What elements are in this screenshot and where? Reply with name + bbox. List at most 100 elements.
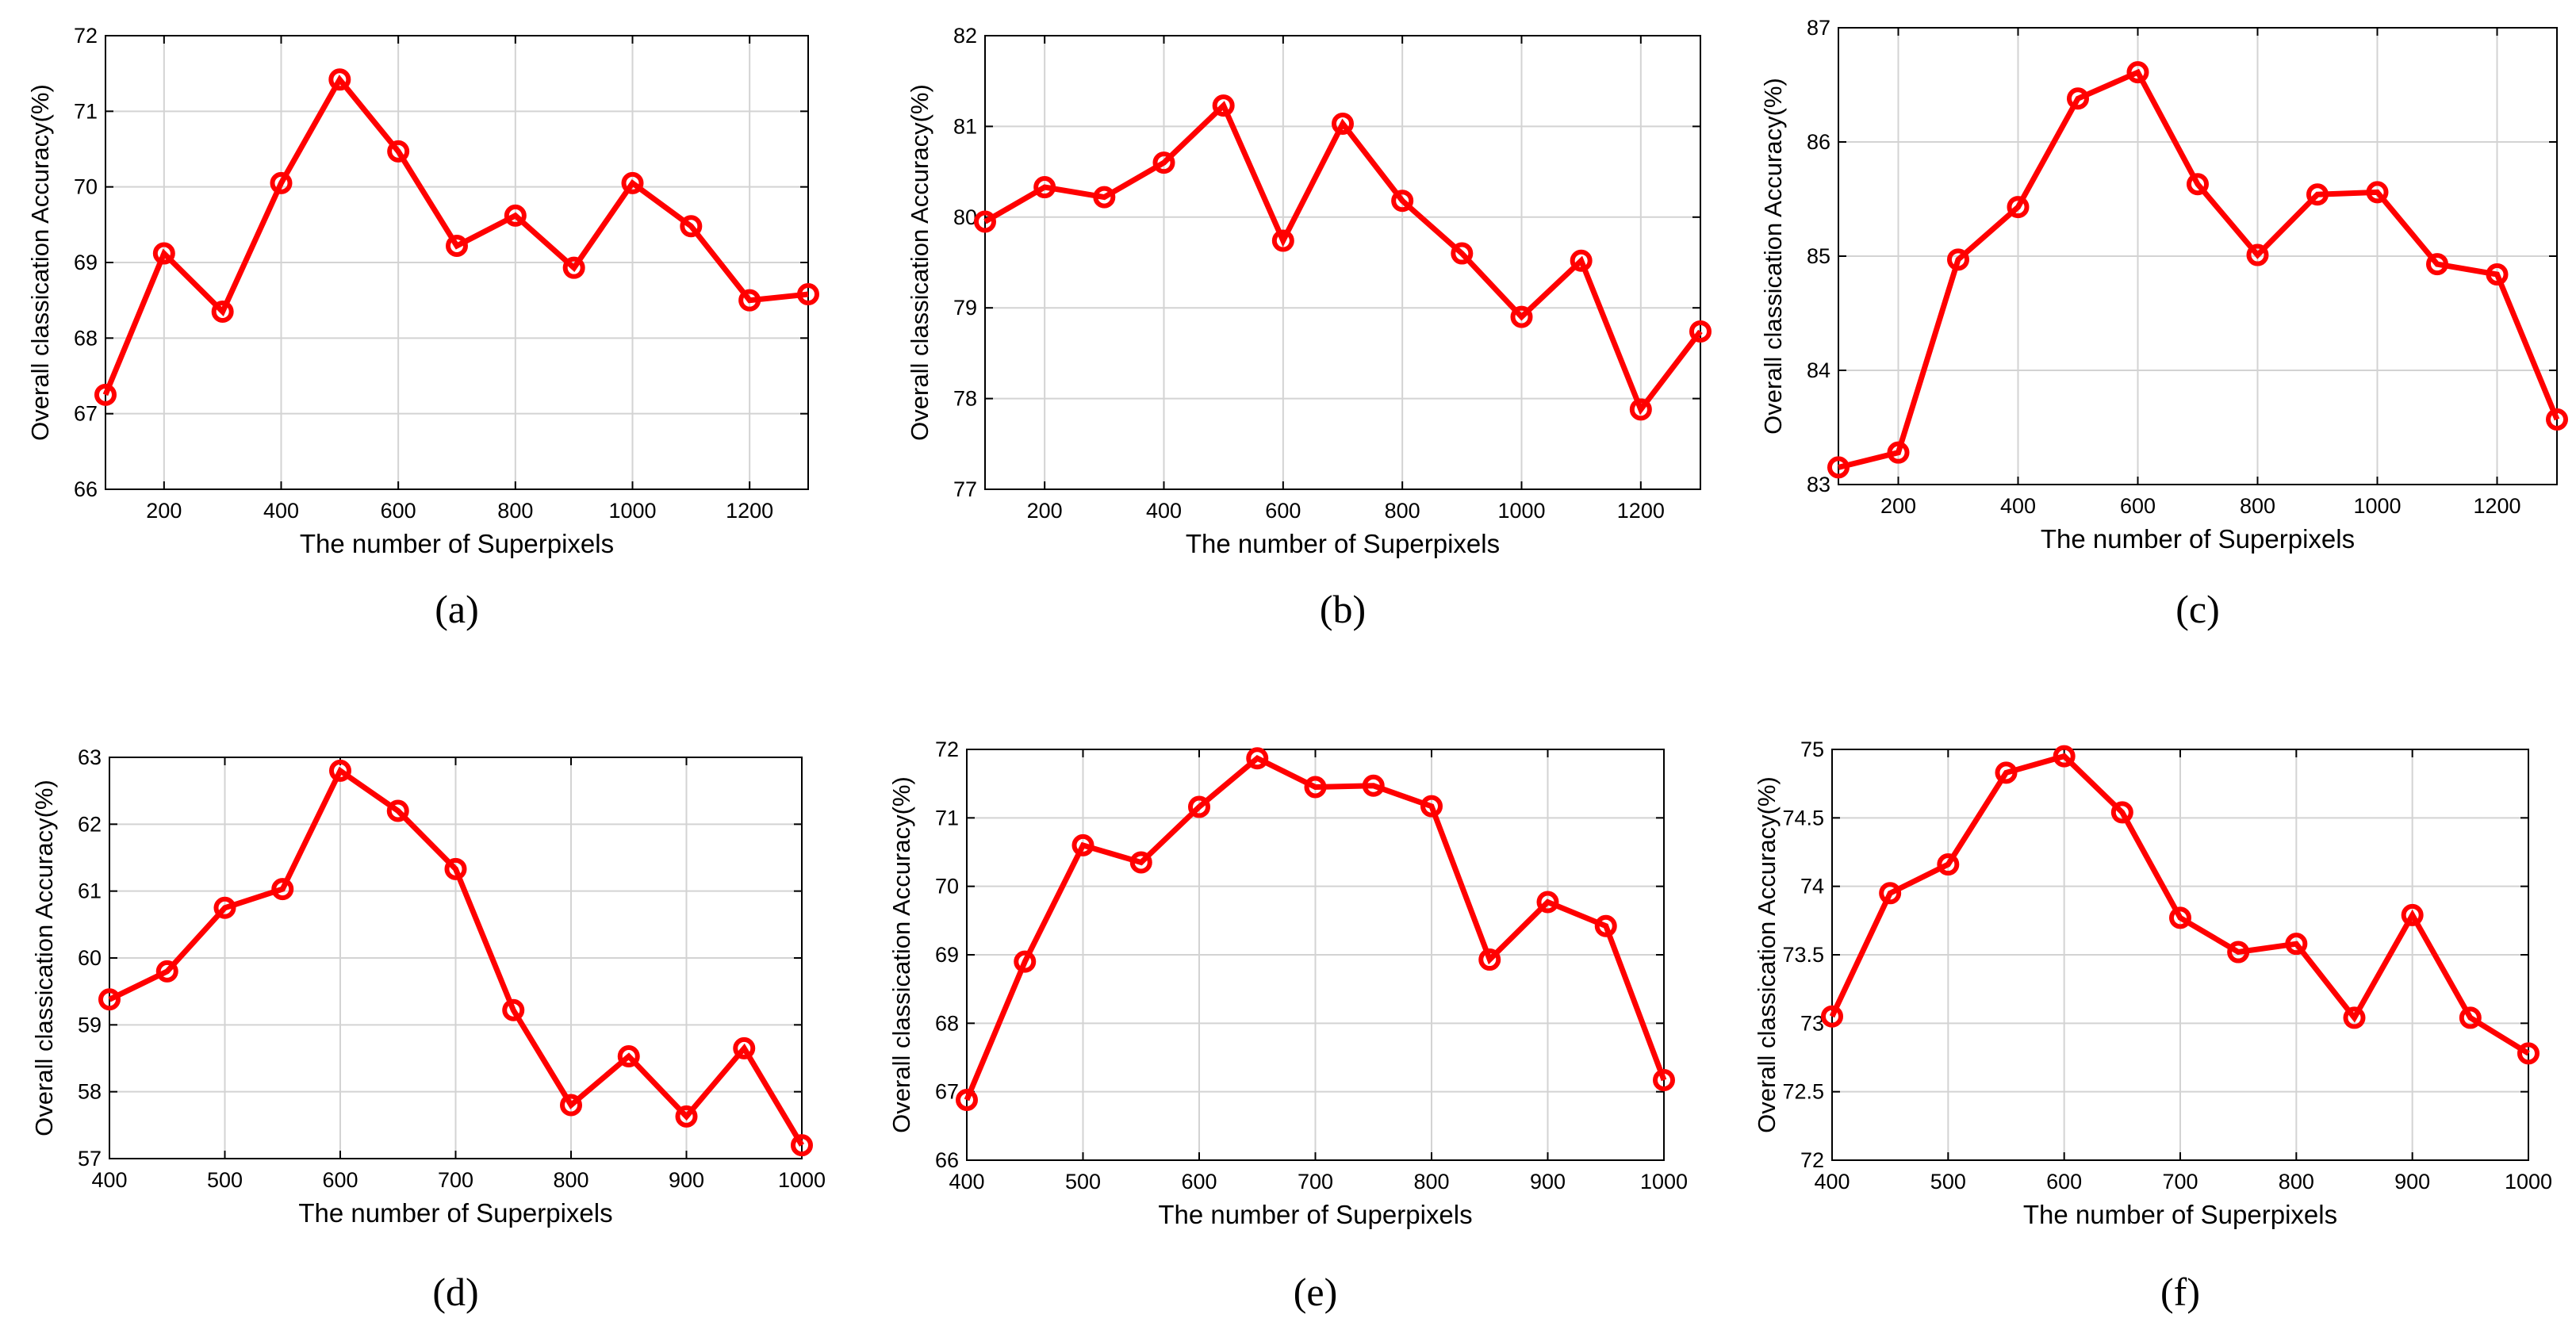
y-tick-label: 82: [953, 24, 977, 48]
chart-a: 200 400 600 800 1000 1200 66 67 68 69 70 71 72 The nu…: [26, 24, 819, 631]
x-tick-label: 400: [1146, 499, 1182, 523]
data-point: [2366, 181, 2389, 204]
data-point: [1304, 776, 1327, 799]
x-tick-label: 600: [2046, 1170, 2082, 1193]
x-tick-label: 600: [1265, 499, 1301, 523]
data-point: [502, 998, 525, 1021]
x-tick-label: 800: [497, 499, 533, 523]
data-point: [2343, 1006, 2366, 1029]
y-tick-label: 73.5: [1782, 943, 1824, 967]
data-point: [1212, 94, 1235, 117]
y-tick-label: 80: [953, 205, 977, 229]
data-point: [329, 759, 351, 782]
data-point: [2126, 61, 2149, 84]
x-axis-label: The number of Superpixels: [1186, 529, 1500, 558]
data-point: [1033, 176, 1056, 199]
data-point: [1362, 774, 1385, 797]
data-point: [738, 289, 761, 312]
series-line: [102, 75, 809, 397]
x-tick-label: 700: [2162, 1170, 2198, 1193]
data-point: [733, 1036, 756, 1059]
data-point: [2306, 183, 2329, 206]
y-tick-label: 74: [1800, 875, 1824, 898]
x-tick-label: 500: [207, 1168, 243, 1192]
x-axis-label: The number of Superpixels: [2041, 524, 2355, 554]
y-tick-label: 70: [935, 875, 959, 898]
data-point: [94, 383, 117, 406]
data-point: [1887, 441, 1910, 464]
data-point: [1420, 795, 1443, 818]
data-point: [2187, 173, 2209, 196]
data-point: [1014, 950, 1037, 973]
axes-frame: [984, 35, 1701, 490]
data-point: [562, 256, 585, 279]
x-axis-label: The number of Superpixels: [1158, 1200, 1472, 1229]
x-tick-label: 700: [438, 1168, 473, 1192]
data-point: [270, 171, 293, 194]
y-tick-label: 72: [74, 24, 98, 48]
data-point: [1570, 249, 1593, 272]
series-line: [1829, 753, 2530, 1056]
y-tick-label: 86: [1807, 130, 1830, 154]
data-point: [617, 1044, 640, 1067]
y-tick-label: 69: [935, 943, 959, 967]
data-point: [98, 988, 121, 1011]
series-line: [1838, 68, 2560, 470]
y-axis-label: Overall classication Accuracy(%): [887, 776, 915, 1133]
data-point: [1188, 795, 1210, 818]
data-point: [444, 857, 467, 880]
data-point: [213, 896, 236, 919]
y-tick-label: 66: [74, 477, 98, 501]
y-tick-label: 68: [74, 326, 98, 350]
data-point: [2007, 196, 2030, 219]
y-tick-label: 72: [1800, 1148, 1824, 1172]
chart-b: 200 400 600 800 1000 1200 77 78 79 80 81 82 The numb…: [906, 24, 1712, 631]
x-axis-label: The number of Superpixels: [300, 529, 614, 558]
y-tick-label: 81: [953, 114, 977, 138]
x-tick-label: 200: [1027, 499, 1063, 523]
data-point: [1995, 761, 2018, 784]
data-point: [956, 1089, 978, 1112]
data-point: [328, 68, 351, 91]
y-tick-label: 60: [78, 946, 102, 970]
y-tick-label: 73: [1800, 1011, 1824, 1035]
x-tick-label: 800: [553, 1168, 588, 1192]
series-line: [964, 755, 1667, 1102]
x-tick-label: 400: [949, 1170, 984, 1193]
x-tick-label: 1200: [2473, 494, 2520, 518]
y-tick-label: 74.5: [1782, 806, 1824, 830]
y-tick-label: 69: [74, 251, 98, 274]
x-tick-label: 1000: [1497, 499, 1545, 523]
data-point: [211, 300, 234, 323]
x-tick-label: 200: [146, 499, 182, 523]
chart-c: 200 400 600 800 1000 1200 83 84 85 86 87 The number…: [1759, 16, 2568, 631]
subfigure-caption: (f): [2160, 1270, 2200, 1314]
x-tick-label: 1200: [726, 499, 773, 523]
x-tick-label: 600: [322, 1168, 358, 1192]
chart-d: 400 500 600 700 800 900 1000 57 58 59 60 61 62 63 The …: [30, 745, 826, 1314]
y-tick-label: 57: [78, 1147, 102, 1171]
data-point: [155, 960, 178, 983]
data-point: [387, 140, 410, 163]
x-tick-label: 800: [2279, 1170, 2314, 1193]
subfigure-caption: (b): [1320, 587, 1366, 631]
y-tick-label: 59: [78, 1013, 102, 1036]
data-point: [791, 1134, 813, 1157]
data-point: [2401, 903, 2424, 926]
plot-area: [985, 36, 1700, 489]
data-point: [386, 799, 409, 822]
data-point: [1937, 853, 1960, 876]
y-tick-label: 87: [1807, 16, 1830, 40]
y-axis-label: Overall classication Accuracy(%): [1753, 776, 1781, 1133]
data-point: [2459, 1006, 2482, 1029]
x-tick-label: 1000: [1640, 1170, 1688, 1193]
subfigure-caption: (a): [435, 587, 479, 631]
y-tick-label: 84: [1807, 358, 1830, 382]
x-tick-label: 900: [1530, 1170, 1566, 1193]
data-point: [1332, 112, 1354, 135]
y-tick-label: 58: [78, 1080, 102, 1104]
series-line: [108, 766, 805, 1147]
y-tick-label: 78: [953, 387, 977, 411]
data-point: [2053, 745, 2076, 768]
y-tick-label: 79: [953, 296, 977, 320]
